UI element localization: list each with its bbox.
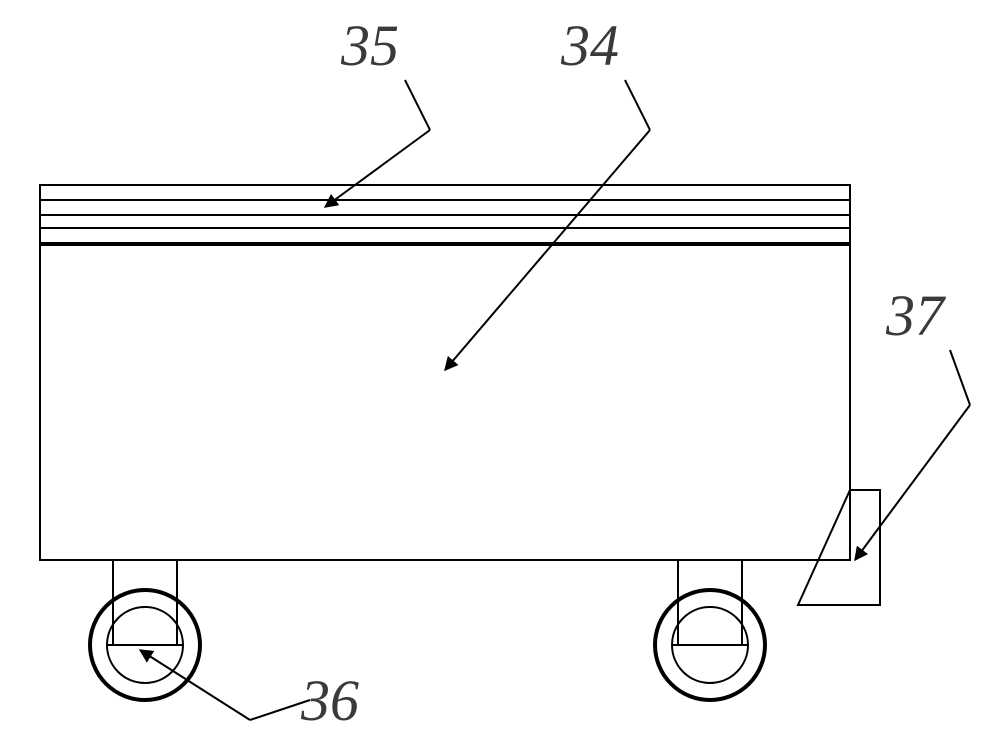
leader-35-leader	[325, 130, 430, 207]
label-36: 36	[300, 668, 359, 733]
label-35: 35	[340, 13, 399, 78]
cart-body	[40, 185, 850, 560]
leader-35-tick	[405, 80, 430, 130]
label-34: 34	[560, 13, 619, 78]
leader-34-tick	[625, 80, 650, 130]
leader-37-leader	[855, 405, 970, 560]
label-37: 37	[885, 283, 946, 348]
wedge-stopper	[798, 490, 880, 605]
leader-34-leader	[445, 130, 650, 370]
leader-36-leader	[140, 650, 250, 720]
leader-37-tick	[950, 350, 970, 405]
